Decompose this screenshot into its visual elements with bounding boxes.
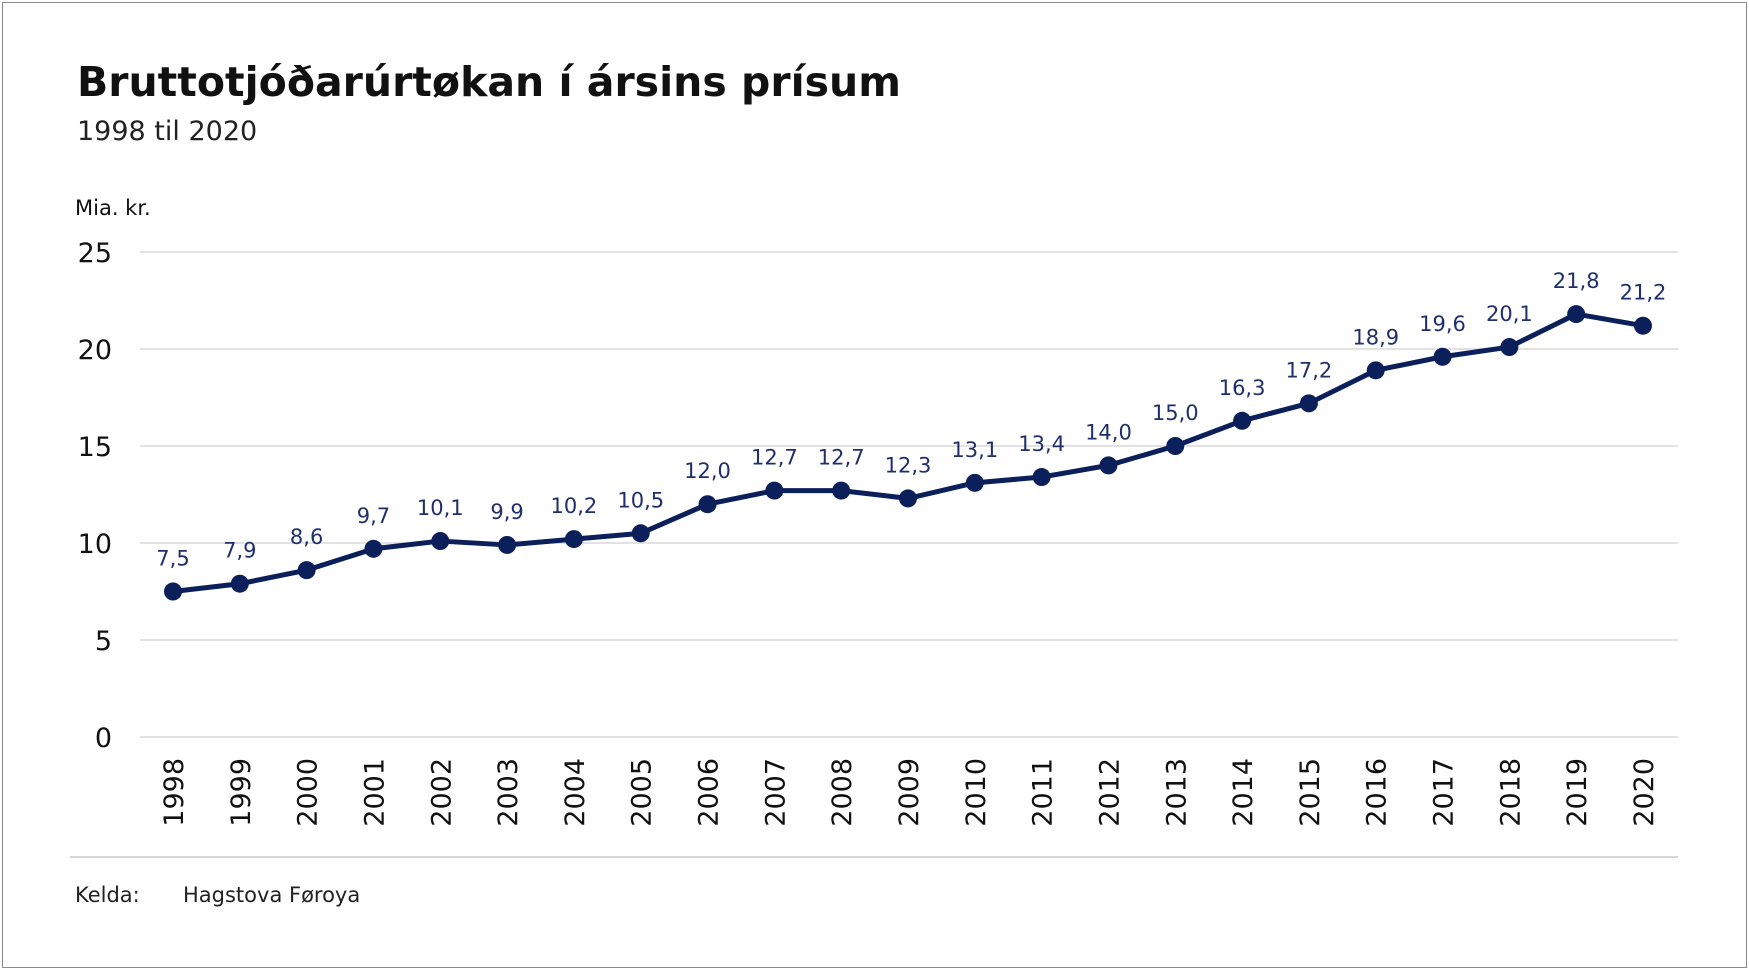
data-point (698, 495, 717, 514)
x-tick-label: 2018 (1495, 758, 1526, 827)
data-point (364, 539, 383, 558)
data-point (498, 535, 517, 554)
x-tick-label: 2015 (1295, 758, 1326, 827)
x-tick-label: 2008 (827, 758, 858, 827)
gridlines (140, 251, 1678, 738)
data-point (1032, 468, 1051, 487)
data-point (1099, 456, 1118, 475)
x-tick-label: 2020 (1629, 758, 1660, 827)
chart-title: Bruttotjóðarúrtøkan í ársins prísum (77, 58, 901, 106)
data-label: 9,9 (490, 500, 523, 524)
x-tick-label: 2014 (1228, 758, 1259, 827)
y-axis-ticks: 0 5 10 15 20 25 (78, 238, 112, 754)
data-label: 13,1 (951, 438, 998, 462)
x-tick-label: 2001 (359, 758, 390, 827)
data-label: 17,2 (1286, 358, 1333, 382)
data-label: 21,8 (1553, 269, 1600, 293)
x-tick-label: 2019 (1562, 758, 1593, 827)
data-point (965, 473, 984, 492)
data-label: 12,7 (751, 446, 798, 470)
data-label: 16,3 (1219, 376, 1266, 400)
data-label: 10,2 (551, 494, 598, 518)
x-tick-label: 2009 (894, 758, 925, 827)
series-line-group (164, 305, 1652, 601)
data-label: 10,5 (617, 488, 664, 512)
x-axis-ticks: 1998 1999 2000 2001 2002 2003 2004 2005 2006 2007… (159, 758, 1660, 827)
y-tick-label: 25 (78, 238, 112, 269)
y-tick-label: 15 (78, 432, 112, 463)
data-point (1233, 411, 1252, 430)
data-point (564, 530, 583, 549)
data-label: 18,9 (1352, 325, 1399, 349)
data-label: 20,1 (1486, 302, 1533, 326)
data-point (1634, 316, 1652, 335)
x-tick-label: 1998 (159, 758, 190, 827)
data-labels: 7,5 7,9 8,6 9,7 10,1 9,9 10,2 10,5 12,0 12,7 12,7 1… (156, 269, 1666, 570)
data-label: 15,0 (1152, 401, 1199, 425)
data-point (832, 481, 851, 500)
y-tick-label: 0 (95, 723, 112, 754)
y-axis-unit: Mia. kr. (75, 196, 151, 220)
data-point (1500, 338, 1519, 357)
source-label: Kelda: (75, 883, 140, 907)
x-tick-label: 2017 (1429, 758, 1460, 827)
data-point (1433, 347, 1452, 366)
x-tick-label: 2016 (1362, 758, 1393, 827)
data-point (1567, 305, 1586, 324)
source-value: Hagstova Føroya (183, 883, 360, 907)
x-tick-label: 2002 (426, 758, 457, 827)
data-label: 19,6 (1419, 312, 1466, 336)
data-label: 21,2 (1620, 281, 1667, 305)
x-tick-label: 2011 (1028, 758, 1059, 827)
data-point (899, 489, 917, 508)
y-tick-label: 20 (78, 335, 112, 366)
x-tick-label: 2006 (694, 758, 725, 827)
data-label: 12,7 (818, 446, 865, 470)
x-tick-label: 2007 (760, 758, 791, 827)
data-label: 13,4 (1018, 432, 1065, 456)
y-tick-label: 10 (78, 529, 112, 560)
data-point (297, 561, 316, 580)
x-tick-label: 1999 (226, 758, 257, 827)
data-label: 7,5 (156, 547, 189, 571)
x-tick-label: 2010 (961, 758, 992, 827)
data-label: 14,0 (1085, 420, 1132, 444)
data-label: 12,3 (885, 453, 932, 477)
x-tick-label: 2004 (560, 758, 591, 827)
data-label: 9,7 (357, 504, 390, 528)
x-tick-label: 2003 (493, 758, 524, 827)
y-tick-label: 5 (95, 626, 112, 657)
data-point (1166, 437, 1185, 455)
chart-subtitle: 1998 til 2020 (77, 116, 258, 147)
data-point (765, 481, 784, 500)
data-label: 8,6 (290, 525, 323, 549)
data-point (1299, 394, 1318, 413)
data-label: 12,0 (684, 459, 731, 483)
data-point (164, 582, 182, 601)
x-tick-label: 2013 (1161, 758, 1192, 827)
data-label: 7,9 (223, 539, 256, 563)
x-tick-label: 2000 (293, 758, 324, 827)
data-point (631, 524, 650, 543)
x-tick-label: 2005 (627, 758, 658, 827)
data-label: 10,1 (417, 496, 464, 520)
data-point (230, 574, 249, 593)
data-point (1366, 361, 1385, 380)
data-point (431, 532, 450, 551)
x-tick-label: 2012 (1094, 758, 1125, 827)
